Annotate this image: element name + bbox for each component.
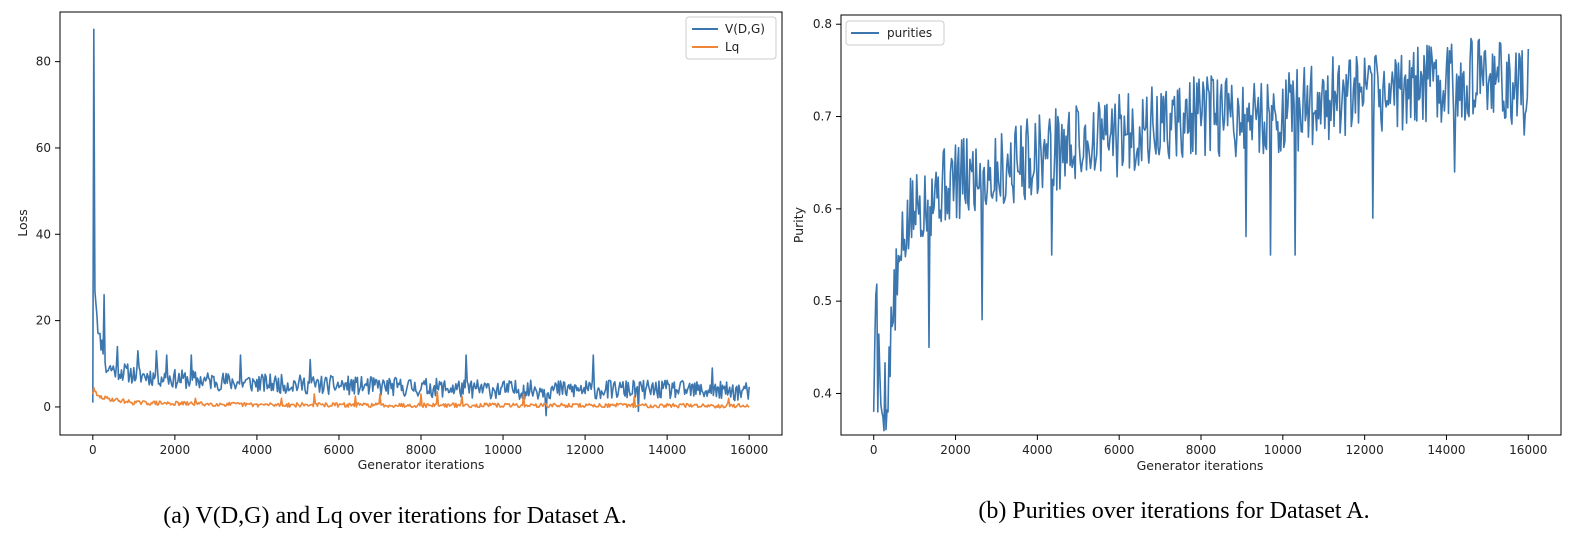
x-tick-label: 0	[870, 443, 878, 457]
legend: V(D,G) Lq	[685, 16, 777, 60]
y-tick-label: 0	[43, 400, 51, 414]
x-axis-ticks: 0 2000 4000 6000 8000 10000 12000 14000 16000	[870, 435, 1547, 457]
legend: purities	[845, 20, 945, 46]
x-tick-label: 0	[89, 443, 97, 457]
legend-label-purities: purities	[887, 26, 932, 40]
y-axis-ticks: 0.4 0.5 0.6 0.7 0.8	[813, 17, 841, 400]
y-tick-label: 0.4	[813, 386, 832, 400]
x-tick-label: 16000	[1509, 443, 1547, 457]
x-tick-label: 2000	[160, 443, 191, 457]
y-axis-label: Loss	[15, 209, 30, 236]
legend-label-vdg: V(D,G)	[725, 22, 765, 36]
series-lines	[872, 37, 1530, 432]
x-tick-label: 8000	[406, 443, 437, 457]
x-tick-label: 4000	[242, 443, 273, 457]
figure-caption-a: (a) V(D,G) and Lq over iterations for Da…	[163, 503, 626, 529]
x-tick-label: 8000	[1186, 443, 1217, 457]
y-axis-ticks: 0 20 40 60 80	[36, 55, 60, 414]
x-tick-label: 14000	[1427, 443, 1465, 457]
y-tick-label: 20	[36, 314, 51, 328]
legend-box	[845, 20, 945, 46]
series-line-lq	[92, 386, 750, 409]
x-tick-label: 12000	[1346, 443, 1384, 457]
series-line-purities	[872, 37, 1530, 432]
x-axis-label: Generator iterations	[358, 457, 485, 472]
y-tick-label: 0.5	[813, 294, 832, 308]
y-tick-label: 80	[36, 55, 51, 69]
y-tick-label: 60	[36, 141, 51, 155]
purity-chart: 0 2000 4000 6000 8000 10000 12000 14000 16000 0.…	[791, 14, 1562, 473]
series-line-v-d-g	[92, 28, 750, 417]
y-tick-label: 0.7	[813, 110, 832, 124]
x-tick-label: 10000	[1264, 443, 1302, 457]
figure-caption-b: (b) Purities over iterations for Dataset…	[978, 498, 1369, 524]
x-tick-label: 6000	[1104, 443, 1135, 457]
y-tick-label: 40	[36, 227, 51, 241]
y-tick-label: 0.8	[813, 17, 832, 31]
plot-frame	[59, 11, 783, 436]
x-tick-label: 4000	[1022, 443, 1053, 457]
x-tick-label: 10000	[484, 443, 522, 457]
legend-label-lq: Lq	[725, 40, 739, 54]
x-axis-ticks: 0 2000 4000 6000 8000 10000 12000 14000 16000	[89, 435, 768, 457]
legend-box	[685, 16, 777, 60]
x-tick-label: 12000	[566, 443, 604, 457]
x-tick-label: 2000	[940, 443, 971, 457]
x-tick-label: 14000	[648, 443, 686, 457]
y-axis-label: Purity	[791, 206, 806, 243]
y-tick-label: 0.6	[813, 202, 832, 216]
series-lines	[92, 28, 750, 417]
loss-chart: 0 2000 4000 6000 8000 10000 12000 14000 16000 0 2…	[15, 11, 783, 472]
x-tick-label: 6000	[324, 443, 355, 457]
x-axis-label: Generator iterations	[1137, 458, 1264, 473]
x-tick-label: 16000	[730, 443, 768, 457]
